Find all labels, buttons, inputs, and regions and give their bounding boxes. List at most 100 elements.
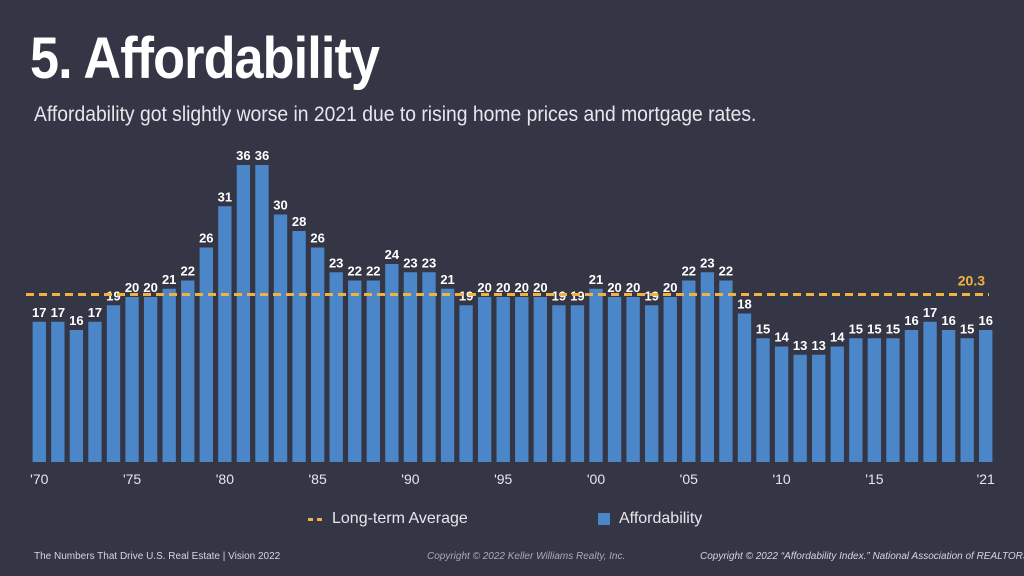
legend-bar-label: Affordability: [619, 510, 703, 527]
bar-2010: [774, 346, 789, 462]
bar-2018: [923, 321, 937, 462]
bar-1992: [440, 288, 455, 462]
value-label-2010: 14: [774, 330, 789, 345]
value-label-1970: 17: [32, 305, 46, 320]
bar-2013: [830, 346, 844, 462]
value-label-1983: 30: [273, 198, 287, 213]
dashed-line-icon: [308, 517, 324, 521]
bar-2011: [793, 354, 807, 462]
value-label-1979: 26: [199, 231, 213, 246]
bar-1987: [348, 280, 362, 462]
value-label-1997: 20: [533, 280, 547, 295]
x-tick-label: '95: [494, 471, 512, 487]
bar-2014: [849, 338, 863, 462]
value-label-1993: 19: [459, 288, 473, 303]
legend-affordability: Affordability: [598, 508, 702, 530]
value-label-1990: 23: [403, 255, 417, 270]
value-label-1989: 24: [385, 247, 400, 262]
value-label-1995: 20: [496, 280, 510, 295]
x-tick-label: '21: [977, 471, 995, 487]
bar-1985: [310, 247, 325, 462]
x-tick-label: '90: [401, 471, 419, 487]
value-label-1986: 23: [329, 255, 343, 270]
footer-source: Copyright © 2022 “Affordability Index.” …: [700, 551, 1024, 562]
bar-2017: [904, 330, 919, 462]
bar-1978: [181, 280, 195, 462]
value-label-1996: 20: [515, 280, 529, 295]
bar-1988: [366, 280, 380, 462]
value-label-2014: 15: [849, 321, 863, 336]
value-label-2018: 17: [923, 305, 937, 320]
bar-2015: [867, 338, 882, 462]
bar-1977: [162, 288, 176, 462]
value-labels-layer: 17 17 16 17 19 20 20 21 22 26 31 36 36 30 28 26 23 22 22 24…: [32, 148, 993, 353]
bar-2021: [979, 330, 993, 462]
value-label-1972: 16: [69, 313, 83, 328]
bar-2007: [719, 280, 733, 462]
page-subtitle: Affordability got slightly worse in 2021…: [34, 103, 757, 126]
value-label-2008: 18: [737, 297, 751, 312]
value-label-2011: 13: [793, 338, 807, 353]
x-tick-label: '80: [216, 471, 234, 487]
bar-2000: [589, 288, 603, 462]
bar-1996: [515, 297, 529, 462]
bar-1994: [477, 297, 492, 462]
value-label-1988: 22: [366, 264, 380, 279]
value-label-2019: 16: [941, 313, 955, 328]
value-label-2021: 16: [978, 313, 992, 328]
value-label-2002: 20: [626, 280, 640, 295]
footer-copyright: Copyright © 2022 Keller Williams Realty,…: [427, 551, 626, 562]
bars-layer: [32, 165, 993, 462]
legend-average: Long-term Average: [308, 508, 468, 530]
bar-1971: [51, 321, 65, 462]
value-label-2012: 13: [811, 338, 825, 353]
value-label-1975: 20: [125, 280, 139, 295]
bar-1976: [143, 297, 158, 462]
bar-2006: [700, 272, 715, 462]
value-label-2007: 22: [719, 264, 733, 279]
value-label-2000: 21: [589, 272, 603, 287]
value-label-1984: 28: [292, 214, 306, 229]
bar-1990: [403, 272, 418, 462]
bar-1972: [69, 330, 84, 462]
value-label-1985: 26: [310, 231, 324, 246]
bar-2009: [756, 338, 770, 462]
x-tick-label: '85: [309, 471, 327, 487]
bar-1998: [552, 305, 566, 462]
average-value-label: 20.3: [958, 273, 985, 289]
legend-average-label: Long-term Average: [332, 510, 468, 527]
value-label-1982: 36: [255, 148, 269, 163]
value-label-2017: 16: [904, 313, 918, 328]
value-label-1971: 17: [51, 305, 65, 320]
bar-1975: [125, 297, 139, 462]
value-label-1991: 23: [422, 255, 436, 270]
value-label-2004: 20: [663, 280, 677, 295]
x-tick-label: '00: [587, 471, 605, 487]
value-label-2016: 15: [886, 321, 900, 336]
bar-1999: [570, 305, 585, 462]
bar-1989: [385, 264, 399, 462]
x-tick-label: '15: [865, 471, 883, 487]
bar-1982: [255, 165, 269, 462]
value-label-2009: 15: [756, 321, 770, 336]
value-label-2005: 22: [682, 264, 696, 279]
value-label-2015: 15: [867, 321, 881, 336]
bar-1979: [199, 247, 213, 462]
bar-2016: [886, 338, 900, 462]
value-label-2001: 20: [607, 280, 621, 295]
average-line-layer: 20.3: [26, 273, 989, 297]
x-tick-label: '75: [123, 471, 141, 487]
bar-2020: [960, 338, 974, 462]
value-label-2006: 23: [700, 255, 714, 270]
value-label-1994: 20: [477, 280, 491, 295]
bar-2004: [663, 297, 677, 462]
x-axis-ticks: '70 '75 '80 '85 '90 '95 '00 '05 '10 '15 '21: [30, 471, 995, 487]
footer-left: The Numbers That Drive U.S. Real Estate …: [34, 551, 281, 562]
value-label-1987: 22: [348, 264, 362, 279]
value-label-1998: 19: [552, 288, 566, 303]
value-label-1974: 19: [106, 288, 120, 303]
bar-1995: [496, 297, 510, 462]
page-title: 5. Affordability: [30, 26, 380, 91]
bar-2012: [812, 354, 826, 462]
bar-2019: [941, 330, 956, 462]
